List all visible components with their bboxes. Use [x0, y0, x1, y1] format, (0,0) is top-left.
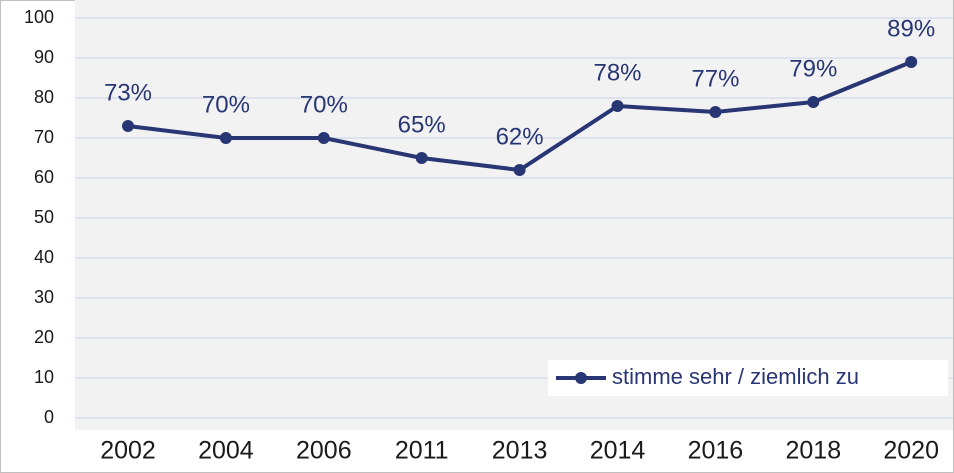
data-label: 89%: [887, 15, 935, 42]
data-point: [122, 120, 134, 132]
data-point: [317, 132, 330, 144]
x-tick-label: 2014: [590, 437, 646, 465]
data-label: 70%: [300, 91, 348, 118]
data-point: [219, 132, 232, 144]
data-point: [709, 106, 722, 118]
legend-marker: [575, 372, 587, 384]
data-point: [415, 152, 428, 164]
x-tick-label: 2018: [785, 437, 841, 465]
data-label: 65%: [398, 111, 446, 138]
data-point: [807, 96, 820, 108]
y-tick-label: 0: [44, 407, 54, 427]
y-tick-label: 60: [34, 167, 54, 187]
x-tick-label: 2020: [883, 437, 939, 465]
y-tick-label: 100: [24, 7, 54, 27]
y-tick-label: 90: [34, 47, 54, 67]
x-tick-label: 2011: [395, 437, 449, 465]
data-label: 62%: [496, 123, 544, 150]
x-tick-label: 2016: [688, 437, 744, 465]
x-tick-label: 2013: [492, 437, 548, 465]
x-tick-label: 2004: [198, 437, 254, 465]
x-tick-label: 2006: [296, 437, 352, 465]
y-tick-label: 10: [34, 367, 54, 387]
data-point: [611, 100, 624, 112]
data-label: 73%: [104, 79, 152, 106]
data-label: 79%: [789, 55, 837, 82]
y-tick-label: 70: [34, 127, 54, 147]
legend-box: [548, 360, 948, 396]
data-label: 77%: [691, 65, 739, 92]
x-tick-label: 2002: [100, 437, 156, 465]
y-tick-label: 20: [34, 327, 54, 347]
legend-label: stimme sehr / ziemlich zu: [612, 364, 859, 389]
y-tick-label: 40: [34, 247, 54, 267]
y-tick-label: 50: [34, 207, 54, 227]
y-tick-label: 80: [34, 87, 54, 107]
data-point: [905, 56, 918, 68]
plot-area: [75, 0, 953, 430]
data-point: [513, 164, 526, 176]
data-label: 78%: [593, 59, 641, 86]
y-tick-label: 30: [34, 287, 54, 307]
data-label: 70%: [202, 91, 250, 118]
